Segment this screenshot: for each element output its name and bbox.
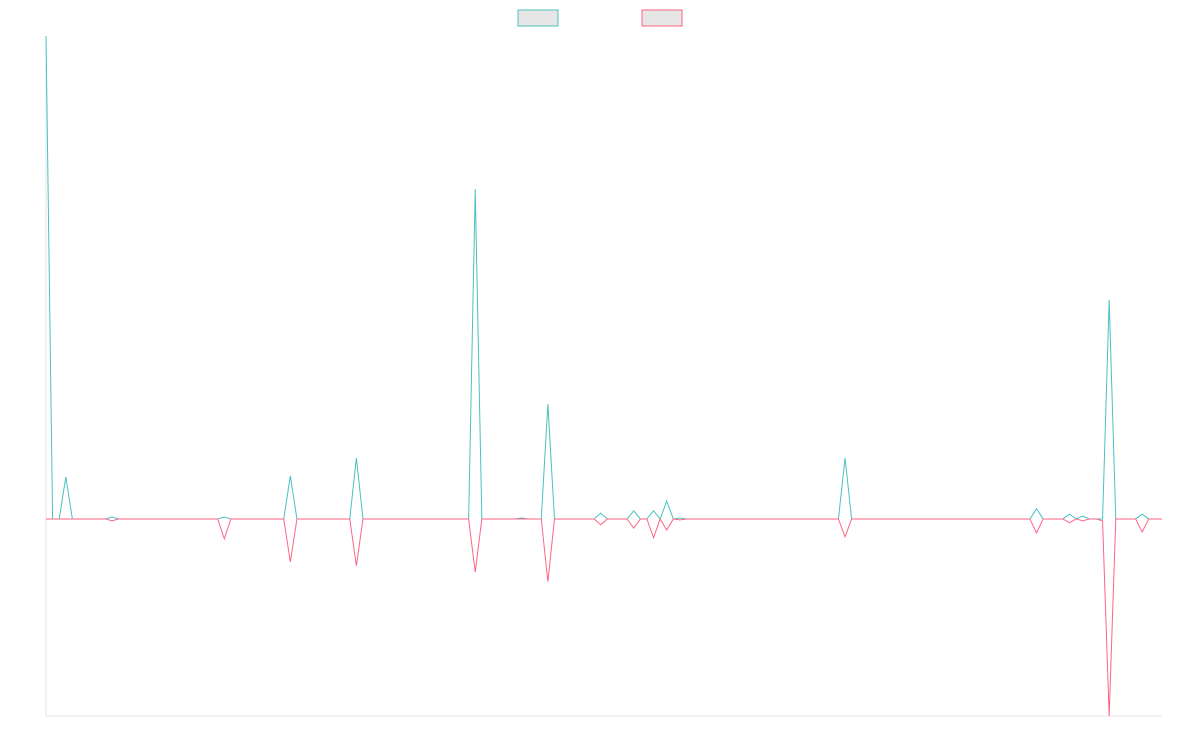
legend-swatch <box>641 9 683 27</box>
legend-swatch <box>517 9 559 27</box>
series-line <box>46 517 1162 717</box>
series-line <box>45 35 1162 520</box>
